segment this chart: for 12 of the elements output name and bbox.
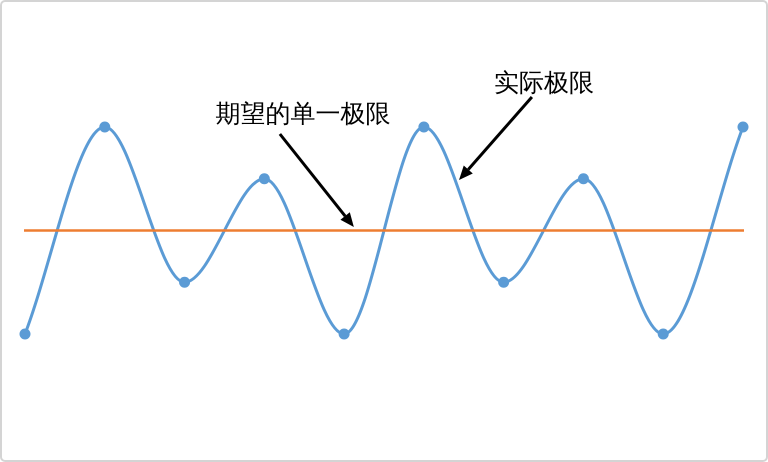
point bbox=[99, 122, 110, 132]
point bbox=[258, 173, 270, 184]
point bbox=[498, 276, 510, 288]
text: 实际极限 bbox=[494, 69, 594, 97]
point bbox=[418, 122, 430, 132]
point bbox=[658, 328, 669, 340]
point bbox=[338, 328, 350, 340]
point bbox=[20, 328, 30, 340]
annotation: 期望的单一极限 bbox=[215, 101, 390, 128]
point bbox=[738, 122, 748, 132]
point bbox=[179, 276, 190, 288]
point bbox=[578, 173, 589, 184]
